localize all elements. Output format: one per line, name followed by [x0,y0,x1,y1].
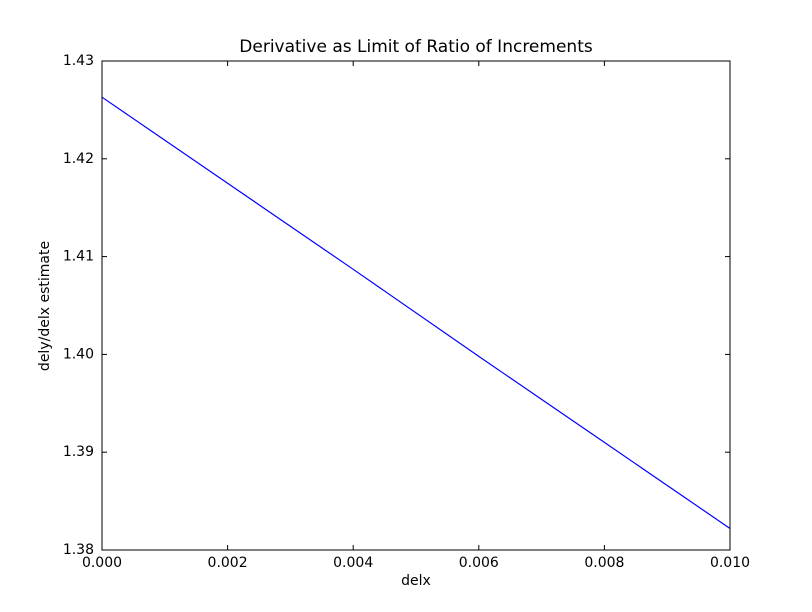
x-tick-label: 0.002 [208,555,248,571]
x-tick-label: 0.006 [459,555,499,571]
x-tick-label: 0.000 [82,555,122,571]
y-tick-label: 1.40 [63,346,94,362]
y-axis-label: dely/delx estimate [37,241,53,371]
chart-title: Derivative as Limit of Ratio of Incremen… [239,37,593,57]
y-tick-label: 1.38 [63,542,94,558]
y-tick-label: 1.42 [63,151,94,167]
y-tick-label: 1.41 [63,249,94,265]
x-axis-label: delx [401,573,431,589]
x-tick-label: 0.010 [710,555,750,571]
x-tick-label: 0.008 [584,555,624,571]
y-tick-label: 1.43 [63,53,94,69]
plot-frame [101,60,731,551]
y-tick-label: 1.39 [63,444,94,460]
data-line [101,96,731,529]
x-tick-label: 0.004 [333,555,373,571]
